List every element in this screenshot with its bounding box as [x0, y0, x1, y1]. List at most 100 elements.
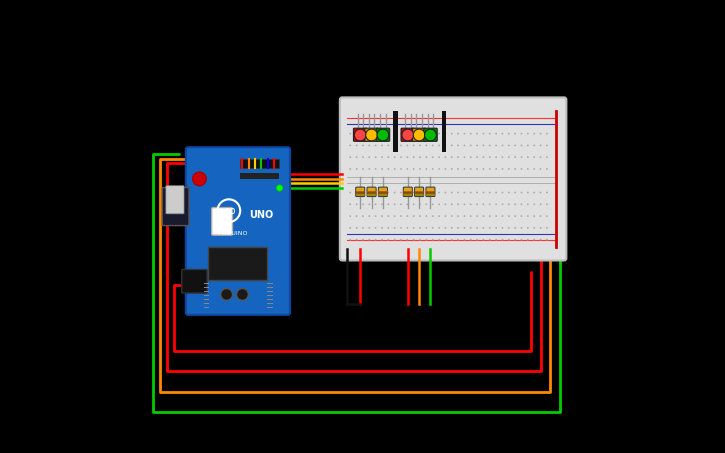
Circle shape	[463, 156, 465, 158]
Circle shape	[521, 133, 523, 135]
Circle shape	[349, 133, 351, 135]
Circle shape	[349, 156, 351, 158]
Text: UNO: UNO	[249, 210, 273, 220]
Circle shape	[514, 168, 516, 170]
Circle shape	[502, 203, 503, 205]
Circle shape	[438, 133, 440, 135]
Circle shape	[483, 133, 484, 135]
FancyBboxPatch shape	[186, 147, 290, 315]
Circle shape	[356, 227, 357, 229]
Circle shape	[521, 215, 523, 217]
Circle shape	[375, 215, 376, 217]
Circle shape	[495, 227, 497, 229]
Circle shape	[476, 168, 478, 170]
Circle shape	[419, 133, 421, 135]
Circle shape	[508, 192, 510, 193]
Circle shape	[400, 239, 402, 241]
Circle shape	[534, 156, 535, 158]
Circle shape	[419, 215, 421, 217]
Circle shape	[375, 168, 376, 170]
Circle shape	[457, 215, 459, 217]
Circle shape	[546, 168, 548, 170]
Circle shape	[534, 215, 535, 217]
FancyBboxPatch shape	[426, 187, 435, 197]
Circle shape	[438, 168, 440, 170]
Circle shape	[534, 168, 535, 170]
Circle shape	[444, 133, 447, 135]
Circle shape	[521, 203, 523, 205]
Circle shape	[489, 215, 491, 217]
Circle shape	[400, 156, 402, 158]
Circle shape	[368, 168, 370, 170]
FancyBboxPatch shape	[240, 159, 278, 168]
Circle shape	[476, 192, 478, 193]
Circle shape	[463, 215, 465, 217]
Circle shape	[387, 133, 389, 135]
Circle shape	[527, 145, 529, 146]
Circle shape	[527, 227, 529, 229]
Circle shape	[375, 239, 376, 241]
Circle shape	[521, 192, 523, 193]
Circle shape	[457, 203, 459, 205]
FancyBboxPatch shape	[162, 188, 189, 226]
Circle shape	[463, 203, 465, 205]
Circle shape	[451, 145, 452, 146]
Circle shape	[413, 192, 415, 193]
Circle shape	[534, 227, 535, 229]
Circle shape	[356, 156, 357, 158]
Circle shape	[426, 215, 427, 217]
Circle shape	[394, 156, 396, 158]
Circle shape	[407, 203, 408, 205]
Circle shape	[495, 156, 497, 158]
Circle shape	[457, 227, 459, 229]
Circle shape	[362, 145, 364, 146]
Circle shape	[419, 192, 421, 193]
FancyBboxPatch shape	[182, 270, 207, 293]
Circle shape	[400, 227, 402, 229]
Circle shape	[400, 192, 402, 193]
Circle shape	[381, 156, 383, 158]
Text: ∞: ∞	[222, 202, 236, 220]
Circle shape	[387, 168, 389, 170]
Circle shape	[476, 145, 478, 146]
Circle shape	[502, 156, 503, 158]
Circle shape	[534, 192, 535, 193]
Circle shape	[419, 156, 421, 158]
Circle shape	[407, 192, 408, 193]
Circle shape	[457, 239, 459, 241]
Circle shape	[546, 239, 548, 241]
Circle shape	[514, 156, 516, 158]
Circle shape	[489, 227, 491, 229]
Circle shape	[502, 227, 503, 229]
Circle shape	[502, 145, 503, 146]
Circle shape	[365, 129, 378, 141]
Circle shape	[495, 215, 497, 217]
Bar	[442, 111, 447, 152]
Circle shape	[381, 133, 383, 135]
FancyBboxPatch shape	[423, 128, 437, 141]
Circle shape	[387, 215, 389, 217]
Circle shape	[387, 239, 389, 241]
Circle shape	[470, 203, 472, 205]
Circle shape	[521, 227, 523, 229]
Circle shape	[438, 239, 440, 241]
Circle shape	[356, 215, 357, 217]
Circle shape	[381, 168, 383, 170]
Circle shape	[489, 203, 491, 205]
Circle shape	[432, 239, 434, 241]
Circle shape	[413, 156, 415, 158]
Circle shape	[387, 192, 389, 193]
Circle shape	[483, 168, 484, 170]
Circle shape	[444, 227, 447, 229]
Circle shape	[457, 145, 459, 146]
Circle shape	[470, 239, 472, 241]
Circle shape	[539, 156, 542, 158]
Circle shape	[502, 239, 503, 241]
Circle shape	[432, 156, 434, 158]
Circle shape	[514, 145, 516, 146]
FancyBboxPatch shape	[340, 97, 566, 260]
Circle shape	[444, 192, 447, 193]
Circle shape	[457, 133, 459, 135]
Circle shape	[476, 133, 478, 135]
FancyBboxPatch shape	[367, 187, 376, 197]
